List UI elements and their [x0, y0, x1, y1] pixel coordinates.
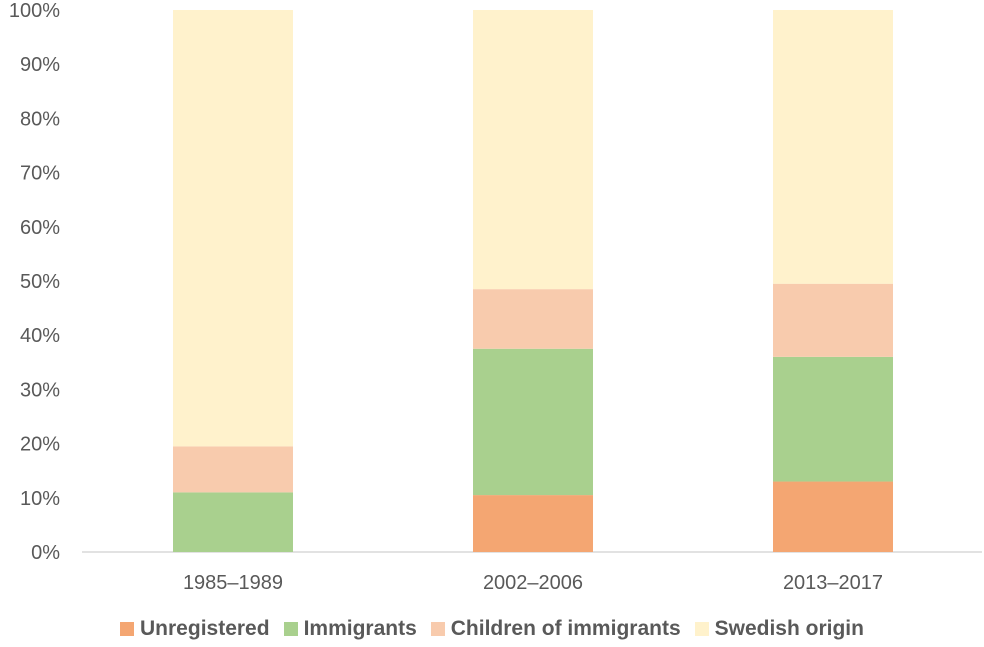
bar-segment-immigrants: [473, 348, 593, 496]
legend-label: Unregistered: [140, 617, 270, 640]
stacked-bar-chart: 0% 10% 20% 30% 40% 50% 60% 70% 80% 90% 100% 1985–19…: [9, 0, 982, 594]
legend-item: Children of immigrants: [430, 617, 681, 641]
bar-segment-swedish-origin: [773, 10, 893, 284]
legend-label: Swedish origin: [714, 617, 864, 640]
y-tick-label: 20%: [20, 434, 60, 456]
x-tick-label: 2002–2006: [483, 572, 583, 594]
bar-segment-swedish-origin: [473, 10, 593, 290]
bar-segment-children-of-immigrants: [773, 283, 893, 357]
y-tick-label: 80%: [20, 108, 60, 130]
y-tick-label: 10%: [20, 488, 60, 510]
bar-segment-swedish-origin: [173, 10, 293, 447]
legend-label: Immigrants: [303, 617, 417, 640]
bar-segment-children-of-immigrants: [173, 446, 293, 493]
y-tick-label: 60%: [20, 217, 60, 239]
legend: Unregistered Immigrants Children of immigr…: [0, 614, 984, 644]
bar-segment-unregistered: [473, 495, 593, 552]
legend-swatch: [120, 622, 135, 636]
legend-label: Children of immigrants: [450, 617, 681, 640]
bar-segment-immigrants: [173, 492, 293, 552]
y-tick-label: 30%: [20, 379, 60, 401]
y-tick-label: 100%: [9, 0, 60, 22]
bar-segment-immigrants: [773, 356, 893, 482]
legend-swatch: [694, 622, 709, 636]
legend-item: Immigrants: [283, 617, 417, 641]
bar-segment-children-of-immigrants: [473, 289, 593, 349]
legend-item: Unregistered: [120, 617, 270, 641]
legend-swatch: [430, 622, 445, 636]
y-tick-label: 90%: [20, 54, 60, 76]
bar-segment-unregistered: [773, 481, 893, 552]
y-tick-label: 70%: [20, 163, 60, 185]
y-tick-label: 0%: [31, 542, 60, 564]
x-tick-label: 2013–2017: [783, 572, 883, 594]
y-tick-label: 40%: [20, 325, 60, 347]
legend-item: Swedish origin: [694, 617, 864, 641]
y-tick-label: 50%: [20, 271, 60, 293]
legend-swatch: [283, 622, 298, 636]
x-tick-label: 1985–1989: [183, 572, 283, 594]
